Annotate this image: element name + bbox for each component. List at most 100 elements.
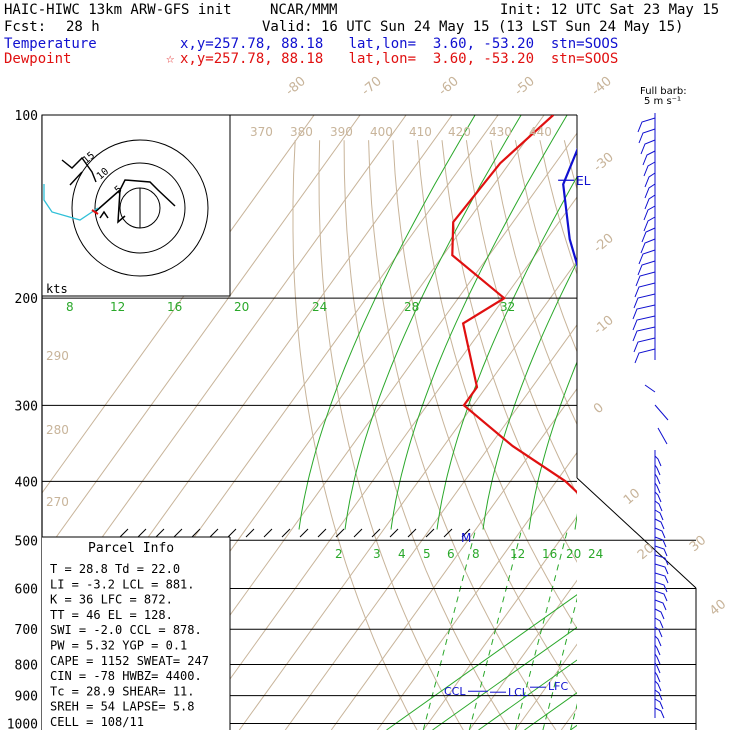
isotherm-line bbox=[422, 515, 577, 730]
dry-adiabat-line bbox=[711, 140, 740, 730]
hodograph-ring-label: 5 bbox=[113, 184, 125, 196]
theta-label: 290 bbox=[46, 349, 69, 363]
wind-barb bbox=[637, 260, 656, 276]
wind-barb-title: Full barb: bbox=[640, 86, 687, 97]
pressure-tick-label: 300 bbox=[15, 399, 38, 414]
wind-barb bbox=[654, 689, 663, 701]
wind-barb bbox=[654, 599, 667, 611]
isotherm-line bbox=[330, 387, 577, 730]
forecast-hour: 28 h bbox=[66, 19, 100, 35]
mixing-ratio-line bbox=[344, 115, 522, 530]
theta-label: 380 bbox=[290, 125, 313, 139]
isotherm-line bbox=[376, 451, 577, 730]
wind-barb bbox=[654, 563, 669, 575]
isotherm-label: -60 bbox=[436, 74, 462, 99]
mixing-ratio-dashed-line bbox=[626, 530, 678, 730]
moist-adiabat-line bbox=[386, 529, 577, 730]
wind-barb bbox=[638, 128, 656, 144]
wind-barb bbox=[654, 698, 664, 710]
mixing-ratio-line bbox=[298, 115, 476, 530]
wind-barb bbox=[643, 216, 656, 232]
freezing-level-tick bbox=[245, 528, 255, 538]
wind-barb bbox=[654, 473, 661, 485]
theta-label: 420 bbox=[448, 125, 471, 139]
freezing-level-tick bbox=[443, 528, 453, 538]
wind-barb bbox=[634, 348, 656, 364]
isotherm-line bbox=[514, 643, 577, 730]
wind-barb bbox=[644, 183, 656, 199]
parcel-info-row: CIN = -78 HWBZ= 4400. bbox=[50, 669, 202, 683]
lower-diagonal-border bbox=[576, 477, 697, 589]
mixing-ratio-line bbox=[621, 115, 740, 530]
wind-barb bbox=[644, 194, 656, 210]
wind-barb bbox=[654, 518, 665, 530]
freezing-level-tick bbox=[263, 528, 273, 538]
parcel-info-row: SWI = -2.0 CCL = 878. bbox=[50, 623, 202, 637]
wind-barb bbox=[654, 482, 661, 494]
freezing-level-tick bbox=[371, 528, 381, 538]
freezing-level-tick bbox=[209, 528, 219, 538]
mixing-ratio-label: 2 bbox=[335, 547, 343, 561]
mixing-ratio-dashed-line bbox=[542, 529, 577, 730]
freezing-level-tick bbox=[137, 528, 147, 538]
temperature-location-info: x,y=257.78, 88.18 lat,lon= 3.60, -53.20 … bbox=[180, 36, 619, 52]
mixing-ratio-label: 4 bbox=[398, 547, 406, 561]
mixing-ratio-line bbox=[390, 115, 568, 530]
parcel-info-row: Tc = 28.9 SHEAR= 11. bbox=[50, 684, 195, 698]
mixing-ratio-label: 5 bbox=[423, 547, 431, 561]
dry-adiabat-line bbox=[490, 140, 577, 426]
freezing-level-tick bbox=[425, 528, 435, 538]
dry-adiabat-line bbox=[539, 140, 577, 276]
theta-label: 390 bbox=[330, 125, 353, 139]
freezing-level-tick bbox=[281, 528, 291, 538]
theta-label: 440 bbox=[529, 125, 552, 139]
pressure-tick-label: 800 bbox=[15, 659, 38, 674]
hodograph-box bbox=[41, 114, 231, 297]
theta-label: 410 bbox=[409, 125, 432, 139]
dry-adiabat-lines bbox=[292, 140, 740, 730]
temperature-curve bbox=[562, 147, 577, 269]
mixing-ratio-label: 28 bbox=[404, 300, 419, 314]
mixing-ratio-dashed-line bbox=[422, 529, 477, 730]
dewpoint-legend-label: Dewpoint bbox=[4, 51, 72, 67]
mixing-ratio-label: 3 bbox=[373, 547, 381, 561]
pressure-tick-label: 600 bbox=[15, 582, 38, 597]
wind-barb bbox=[654, 626, 663, 638]
theta-label: 280 bbox=[46, 423, 69, 437]
freezing-level-tick bbox=[389, 528, 399, 538]
freezing-level-tick bbox=[173, 528, 183, 538]
mixing-ratio-dashed-line bbox=[514, 529, 569, 730]
isotherm-line bbox=[284, 324, 577, 730]
model-title: HAIC-HIWC 13km ARW-GFS init bbox=[4, 2, 232, 18]
isotherm-line bbox=[42, 115, 407, 622]
dry-adiabat-line bbox=[368, 140, 557, 730]
isotherm-line bbox=[560, 707, 577, 730]
isotherm-label: 40 bbox=[707, 597, 729, 619]
dewpoint-location-info: x,y=257.78, 88.18 lat,lon= 3.60, -53.20 … bbox=[180, 51, 619, 67]
wind-barb bbox=[633, 293, 656, 309]
isotherm-line bbox=[653, 115, 740, 730]
wind-barb bbox=[654, 527, 666, 539]
wind-barb bbox=[654, 536, 667, 548]
wind-barb bbox=[654, 617, 664, 629]
wind-barb bbox=[640, 238, 656, 254]
hodograph-surface-mark bbox=[91, 209, 99, 215]
isotherm-line bbox=[42, 115, 315, 494]
mixing-ratio-label: 32 bbox=[500, 300, 515, 314]
wind-barb bbox=[654, 554, 669, 566]
dry-adiabat-line bbox=[292, 140, 418, 730]
hodograph-wind-trace bbox=[94, 179, 176, 224]
hodograph-shear-trace bbox=[43, 184, 99, 221]
parcel-info-row: K = 36 LFC = 872. bbox=[50, 593, 173, 607]
isotherm-line bbox=[699, 115, 740, 730]
parcel-info-row: CAPE = 1152 SWEAT= 247 bbox=[50, 654, 209, 668]
mixing-ratio-line bbox=[713, 115, 740, 530]
mixing-ratio-dashed-line bbox=[468, 529, 523, 730]
wind-barb bbox=[654, 653, 661, 665]
wind-barb bbox=[654, 572, 669, 584]
wind-barb bbox=[637, 117, 656, 133]
mixing-ratio-label: 20 bbox=[566, 547, 581, 561]
wind-barb bbox=[654, 491, 662, 503]
